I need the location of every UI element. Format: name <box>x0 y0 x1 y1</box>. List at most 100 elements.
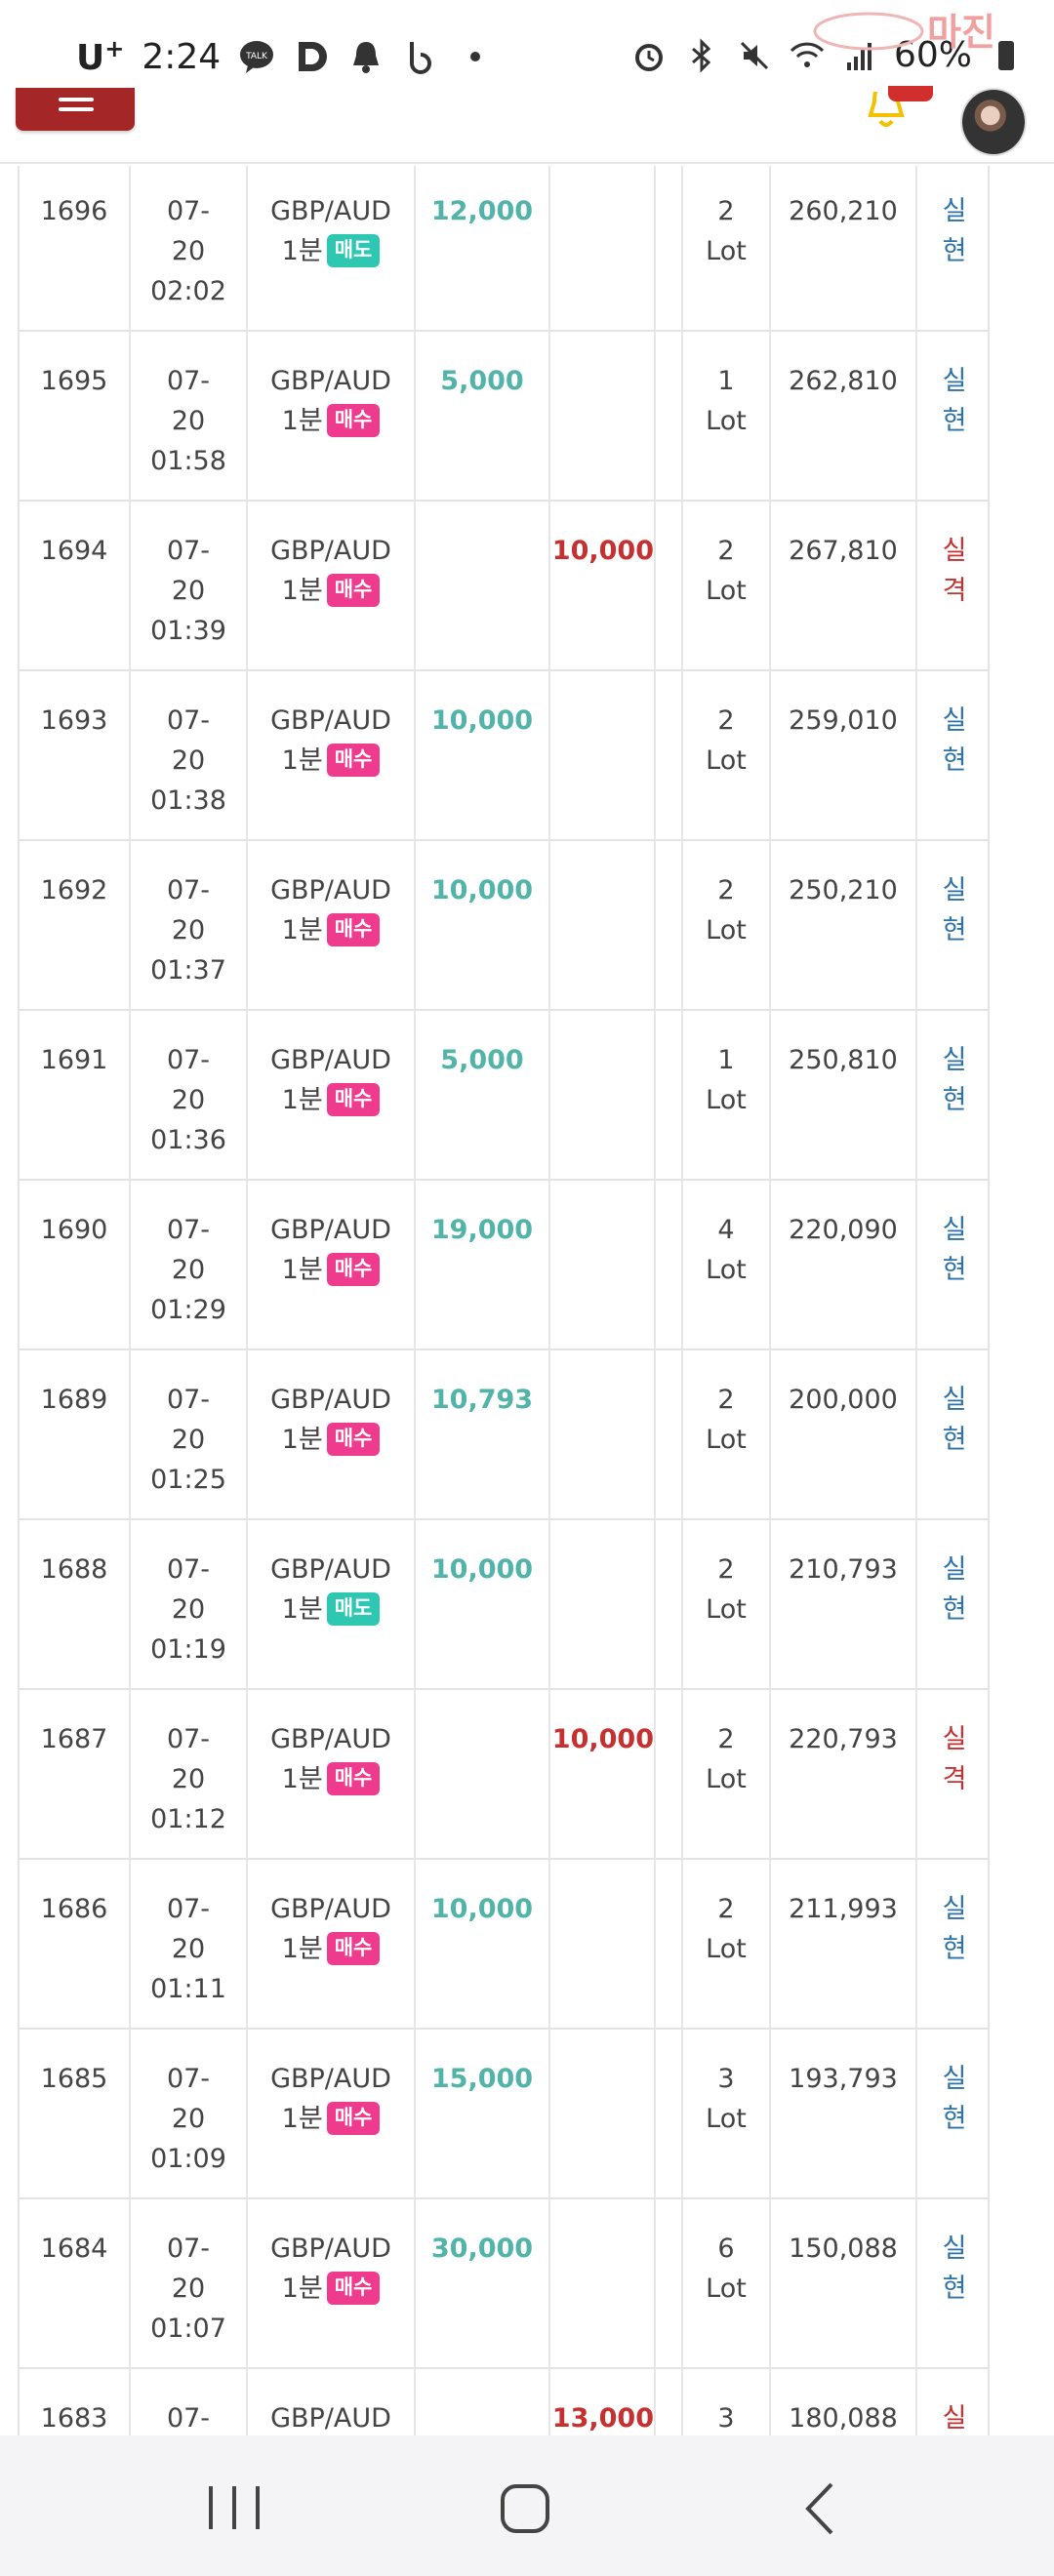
trade-date-month: 07- <box>166 1724 211 1754</box>
trade-symbol: GBP/AUD <box>270 1724 391 1754</box>
result-char-2: 현 <box>942 745 967 776</box>
table-row[interactable]: 1696 07- 20 02:02 GBP/AUD 1분 매도 12,000 2 Lot 260,2… <box>20 166 988 332</box>
loss-amount: 10,000 <box>551 1724 654 1754</box>
user-avatar[interactable] <box>960 88 1027 156</box>
trade-symbol: GBP/AUD <box>270 2234 391 2264</box>
trade-date-month: 07- <box>166 1894 211 1924</box>
result-char-2: 현 <box>942 1594 967 1625</box>
carrier-label: U+ <box>76 35 125 78</box>
trade-time: 01:58 <box>150 446 226 476</box>
trade-period-line: 1분 매수 <box>248 1420 414 1460</box>
balance-amount: 220,793 <box>789 1724 898 1754</box>
trade-number: 1688 <box>40 1554 108 1585</box>
trade-period-line: 1분 매도 <box>248 231 414 271</box>
balance-cell: 150,088 <box>771 2199 917 2369</box>
profit-cell: 10,000 <box>416 1860 550 2030</box>
trade-symbol-cell: GBP/AUD 1분 매수 <box>248 671 416 841</box>
bell-icon[interactable] <box>857 92 915 131</box>
lot-count: 1 <box>717 366 735 396</box>
spacer-cell <box>656 1350 683 1520</box>
trade-date-day: 20 <box>171 915 206 946</box>
trade-number: 1683 <box>40 2403 108 2434</box>
trade-date-month: 07- <box>166 1045 211 1075</box>
trade-number: 1690 <box>40 1215 108 1245</box>
trade-symbol: GBP/AUD <box>270 875 391 906</box>
clock: 2:24 <box>142 36 222 77</box>
back-icon[interactable] <box>781 2475 859 2543</box>
trade-date-month: 07- <box>166 1215 211 1245</box>
table-row[interactable]: 1689 07- 20 01:25 GBP/AUD 1분 매수 10,793 2 Lot 200,0… <box>20 1350 988 1520</box>
recent-apps-icon[interactable] <box>195 2475 273 2543</box>
result-char-1: 실 <box>942 1385 967 1415</box>
spacer-cell <box>656 2199 683 2369</box>
kakaotalk-icon: TALK <box>240 41 274 73</box>
table-row[interactable]: 1694 07- 20 01:39 GBP/AUD 1분 매수 10,000 2 Lot 267,8… <box>20 502 988 671</box>
profit-cell <box>416 502 550 671</box>
profit-cell: 12,000 <box>416 166 550 332</box>
result-cell: 실 <box>917 2369 988 2439</box>
table-row[interactable]: 1685 07- 20 01:09 GBP/AUD 1분 매수 15,000 3 Lot 193,7… <box>20 2030 988 2199</box>
buy-badge: 매수 <box>326 1761 381 1795</box>
profit-cell: 5,000 <box>416 1011 550 1181</box>
balance-cell: 193,793 <box>771 2030 917 2199</box>
profit-amount: 12,000 <box>430 196 534 226</box>
trade-number: 1691 <box>40 1045 108 1075</box>
table-row[interactable]: 1687 07- 20 01:12 GBP/AUD 1분 매수 10,000 2 Lot 220,7… <box>20 1690 988 1860</box>
status-right: 60% <box>630 35 1025 75</box>
table-row[interactable]: 1688 07- 20 01:19 GBP/AUD 1분 매도 10,000 2 Lot 210,7… <box>20 1520 988 1690</box>
balance-amount: 193,793 <box>789 2064 898 2094</box>
trade-period: 1분 <box>281 745 323 776</box>
trade-date-cell: 07- 20 01:09 <box>131 2030 248 2199</box>
trade-time: 01:37 <box>150 955 226 986</box>
buy-badge: 매수 <box>326 2101 381 2135</box>
trade-number: 1684 <box>40 2234 108 2264</box>
balance-cell: 210,793 <box>771 1520 917 1690</box>
table-row[interactable]: 1686 07- 20 01:11 GBP/AUD 1분 매수 10,000 2 Lot 211,9… <box>20 1860 988 2030</box>
table-row[interactable]: 1690 07- 20 01:29 GBP/AUD 1분 매수 19,000 4 Lot 220,0… <box>20 1181 988 1350</box>
trade-period-line: 1분 매수 <box>248 571 414 611</box>
balance-amount: 267,810 <box>789 536 898 566</box>
balance-amount: 260,210 <box>789 196 898 226</box>
table-row[interactable]: 1693 07- 20 01:38 GBP/AUD 1분 매수 10,000 2 Lot 259,0… <box>20 671 988 841</box>
trade-period-line: 1분 매도 <box>248 1590 414 1630</box>
hamburger-menu-button[interactable] <box>16 88 135 131</box>
table-row[interactable]: 1684 07- 20 01:07 GBP/AUD 1분 매수 30,000 6 Lot 150,0… <box>20 2199 988 2369</box>
table-row[interactable]: 1695 07- 20 01:58 GBP/AUD 1분 매수 5,000 1 Lot 262,81… <box>20 332 988 502</box>
trade-time: 01:09 <box>150 2144 226 2174</box>
buy-badge: 매수 <box>326 912 381 946</box>
trade-number: 1687 <box>40 1724 108 1754</box>
trade-period: 1분 <box>281 406 323 436</box>
lot-unit: Lot <box>706 745 747 776</box>
profit-cell: 30,000 <box>416 2199 550 2369</box>
trade-time: 01:38 <box>150 785 226 816</box>
table-row[interactable]: 1691 07- 20 01:36 GBP/AUD 1분 매수 5,000 1 Lot 250,81… <box>20 1011 988 1181</box>
loss-cell <box>550 2199 656 2369</box>
trade-number-cell: 1684 <box>20 2199 131 2369</box>
result-char-2: 현 <box>942 1425 967 1455</box>
menu-bar-line <box>59 98 94 101</box>
trade-symbol: GBP/AUD <box>270 705 391 736</box>
buy-badge: 매수 <box>326 1422 381 1456</box>
profit-cell: 10,000 <box>416 671 550 841</box>
trade-period: 1분 <box>281 915 323 946</box>
trade-symbol: GBP/AUD <box>270 1894 391 1924</box>
trade-time: 02:02 <box>150 276 226 306</box>
notification-bell-icon <box>353 42 380 73</box>
trade-period: 1분 <box>281 1764 323 1794</box>
result-char-1: 실 <box>942 1894 967 1924</box>
profit-cell: 10,000 <box>416 1520 550 1690</box>
trade-date-cell: 07- 20 01:58 <box>131 332 248 502</box>
trade-date-day: 20 <box>171 1594 206 1625</box>
home-icon[interactable] <box>486 2475 564 2543</box>
trade-date-cell: 07- 20 01:11 <box>131 1860 248 2030</box>
trade-date-day: 20 <box>171 1425 206 1455</box>
table-row[interactable]: 1683 07- GBP/AUD 13,000 3 180,088 실 <box>20 2369 988 2439</box>
trade-period-line: 1분 매수 <box>248 1080 414 1120</box>
bluetooth-icon <box>691 37 711 73</box>
table-row[interactable]: 1692 07- 20 01:37 GBP/AUD 1분 매수 10,000 2 Lot 250,2… <box>20 841 988 1011</box>
lot-unit: Lot <box>706 1594 747 1625</box>
watermark-text: 마진 <box>927 11 995 54</box>
trade-symbol: GBP/AUD <box>270 1554 391 1585</box>
